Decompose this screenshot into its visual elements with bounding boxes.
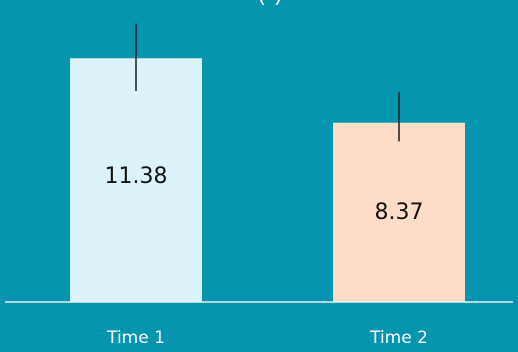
x-tick-label-2: Time 2 [369, 328, 428, 348]
bar-2 [333, 122, 465, 302]
value-label-1: 11.38 [105, 164, 168, 189]
value-label-2: 8.37 [375, 200, 424, 225]
bar-1 [70, 58, 202, 303]
chart-title: ( ) [257, 0, 283, 8]
x-tick-label-1: Time 1 [106, 328, 165, 348]
bars-layer: 11.38 Time 1 8.37 Time 2 [70, 23, 465, 348]
